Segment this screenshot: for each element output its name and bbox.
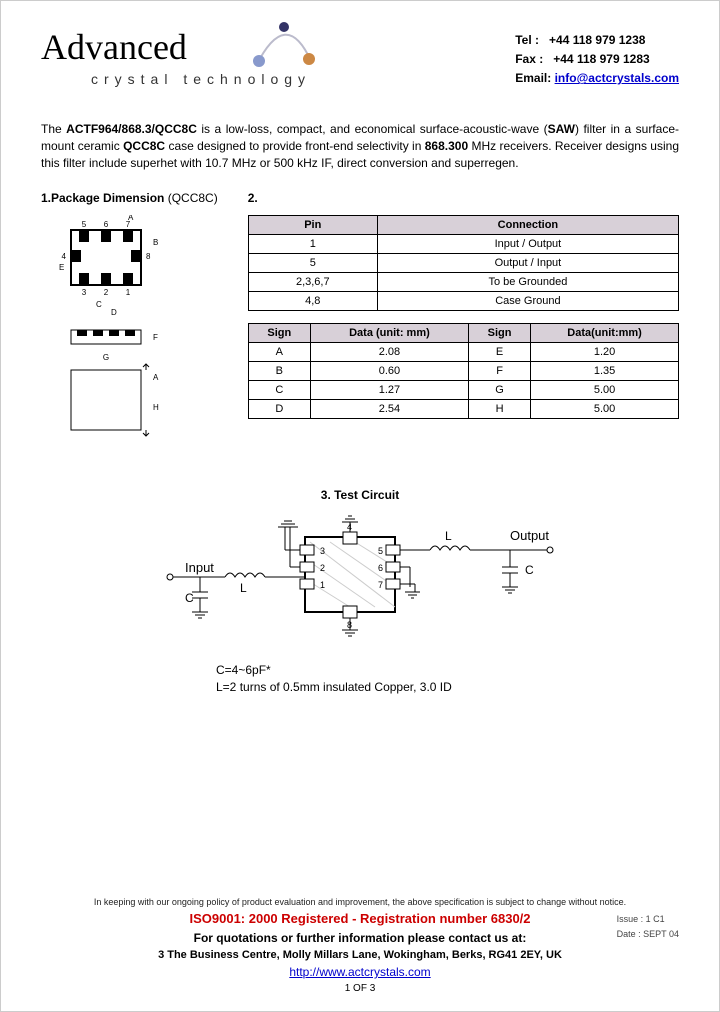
datasheet-page: Advanced crystal technology Tel : +44 11… <box>0 0 720 1012</box>
company-logo: Advanced crystal technology <box>41 21 321 101</box>
svg-text:1: 1 <box>126 288 131 297</box>
pin-header: Pin <box>248 216 377 235</box>
disclaimer: In keeping with our ongoing policy of pr… <box>41 896 679 910</box>
note-c: C=4~6pF* <box>216 662 679 679</box>
footer: In keeping with our ongoing policy of pr… <box>41 896 679 997</box>
svg-text:D: D <box>111 308 117 317</box>
date: Date : SEPT 04 <box>617 927 679 941</box>
sections-row: 1.Package Dimension (QCC8C) 5 6 7 3 2 1 … <box>41 191 679 448</box>
frequency: 868.300 <box>425 139 468 153</box>
section3-title: 3. Test Circuit <box>41 488 679 502</box>
svg-text:8: 8 <box>146 252 151 261</box>
issue: Issue : 1 C1 <box>617 912 679 926</box>
quote-text: For quotations or further information pl… <box>41 929 679 947</box>
svg-text:7: 7 <box>378 580 383 590</box>
iso-registration: ISO9001: 2000 Registered - Registration … <box>41 909 679 929</box>
svg-text:6: 6 <box>104 220 109 229</box>
intro-text: The ACTF964/868.3/QCC8C is a low-loss, c… <box>41 121 679 171</box>
svg-text:3: 3 <box>82 288 87 297</box>
table-row: D2.54H5.00 <box>248 400 678 419</box>
tel-label: Tel : <box>515 33 539 47</box>
svg-text:2: 2 <box>104 288 109 297</box>
header: Advanced crystal technology Tel : +44 11… <box>41 21 679 101</box>
svg-text:C: C <box>185 591 194 605</box>
section1-title: 1.Package Dimension (QCC8C) <box>41 191 218 205</box>
svg-text:3: 3 <box>320 546 325 556</box>
svg-text:A: A <box>128 215 134 222</box>
section-test-circuit: 3. Test Circuit Input C L 3 2 1 <box>41 488 679 696</box>
svg-text:1: 1 <box>320 580 325 590</box>
footer-meta: Issue : 1 C1 Date : SEPT 04 <box>617 912 679 941</box>
section-tables: 2. Pin Connection 1Input / Output 5Outpu… <box>248 191 679 448</box>
svg-text:L: L <box>445 529 452 543</box>
svg-text:6: 6 <box>378 563 383 573</box>
svg-text:B: B <box>153 238 158 247</box>
section2-title: 2. <box>248 191 679 205</box>
note-l: L=2 turns of 0.5mm insulated Copper, 3.0… <box>216 679 679 696</box>
svg-text:F: F <box>153 333 158 342</box>
circuit-notes: C=4~6pF* L=2 turns of 0.5mm insulated Co… <box>216 662 679 696</box>
address: 3 The Business Centre, Molly Millars Lan… <box>41 947 679 964</box>
table-row: 2,3,6,7To be Grounded <box>248 273 678 292</box>
table-row: 1Input / Output <box>248 235 678 254</box>
table-row: B0.60F1.35 <box>248 362 678 381</box>
fax-value: +44 118 979 1283 <box>553 52 649 66</box>
table-row: 5Output / Input <box>248 254 678 273</box>
svg-text:G: G <box>103 353 109 362</box>
logo-main-text: Advanced <box>41 26 187 68</box>
part-number: ACTF964/868.3/QCC8C <box>66 122 197 136</box>
logo-sub-text: crystal technology <box>91 71 311 87</box>
svg-text:C: C <box>96 300 102 309</box>
package-diagram: 5 6 7 3 2 1 4 8 A B E C D <box>41 215 191 445</box>
svg-text:E: E <box>59 263 64 272</box>
email-label: Email: <box>515 71 551 85</box>
input-label: Input <box>185 560 214 575</box>
dimension-table: Sign Data (unit: mm) Sign Data(unit:mm) … <box>248 323 679 419</box>
saw-abbr: SAW <box>548 122 575 136</box>
tel-value: +44 118 979 1238 <box>549 33 645 47</box>
case-type: QCC8C <box>123 139 165 153</box>
table-row: A2.08E1.20 <box>248 343 678 362</box>
contact-block: Tel : +44 118 979 1238 Fax : +44 118 979… <box>515 31 679 89</box>
output-label: Output <box>510 528 549 543</box>
pin-table: Pin Connection 1Input / Output 5Output /… <box>248 215 679 311</box>
svg-text:2: 2 <box>320 563 325 573</box>
conn-header: Connection <box>377 216 678 235</box>
svg-text:L: L <box>240 581 247 595</box>
svg-text:H: H <box>153 403 159 412</box>
page-number: 1 OF 3 <box>41 981 679 996</box>
svg-text:A: A <box>153 373 159 382</box>
svg-text:C: C <box>525 563 534 577</box>
table-row: 4,8Case Ground <box>248 292 678 311</box>
svg-text:5: 5 <box>378 546 383 556</box>
logo-swoosh-icon <box>251 21 321 76</box>
svg-text:4: 4 <box>62 252 67 261</box>
svg-text:5: 5 <box>82 220 87 229</box>
website-link[interactable]: http://www.actcrystals.com <box>289 965 430 979</box>
email-link[interactable]: info@actcrystals.com <box>555 71 679 85</box>
table-row: C1.27G5.00 <box>248 381 678 400</box>
fax-label: Fax : <box>515 52 543 66</box>
section-package: 1.Package Dimension (QCC8C) 5 6 7 3 2 1 … <box>41 191 218 448</box>
test-circuit-diagram: Input C L 3 2 1 5 6 7 <box>150 512 570 662</box>
